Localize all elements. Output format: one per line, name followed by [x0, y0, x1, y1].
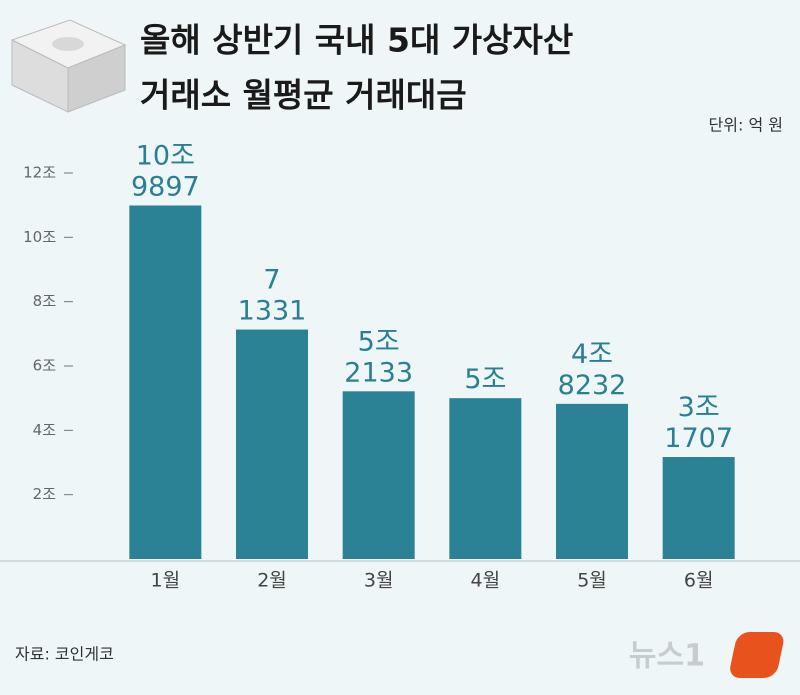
x-tick-label: 3월 [364, 570, 394, 592]
source: 자료: 코인게코 [15, 645, 114, 664]
x-tick-label: 1월 [151, 570, 181, 592]
y-tick-label: 12조 [23, 164, 56, 182]
value-label: 5조 [464, 364, 506, 395]
bar [556, 403, 628, 559]
x-tick-label: 4월 [471, 570, 501, 592]
money-icon [10, 19, 127, 113]
bar [342, 391, 415, 559]
x-tick-label: 2월 [257, 570, 287, 592]
y-tick-label: 4조 [33, 421, 57, 439]
chart-title: 거래소 월평균 거래대금 [140, 76, 467, 115]
value-label: 7 1331 [238, 264, 307, 326]
y-tick-label: 10조 [23, 228, 56, 246]
value-label: 5조 2133 [344, 326, 413, 388]
bar [236, 329, 308, 559]
bar [449, 398, 522, 559]
logo: 뉴스1 [629, 632, 784, 678]
bar [129, 205, 202, 559]
logo-text: 뉴스1 [629, 639, 705, 674]
unit-label: 단위: 억 원 [709, 116, 783, 135]
x-tick-label: 5월 [577, 570, 607, 592]
value-label: 4조 8232 [558, 338, 627, 400]
value-label: 3조 1707 [664, 392, 733, 454]
y-tick-label: 6조 [33, 357, 57, 375]
y-tick-label: 8조 [33, 292, 57, 310]
chart-title: 올해 상반기 국내 5대 가상자산 [140, 21, 573, 60]
x-tick-label: 6월 [684, 570, 714, 592]
y-tick-label: 2조 [33, 485, 57, 503]
bar [662, 457, 735, 559]
value-label: 10조 9897 [131, 140, 200, 202]
